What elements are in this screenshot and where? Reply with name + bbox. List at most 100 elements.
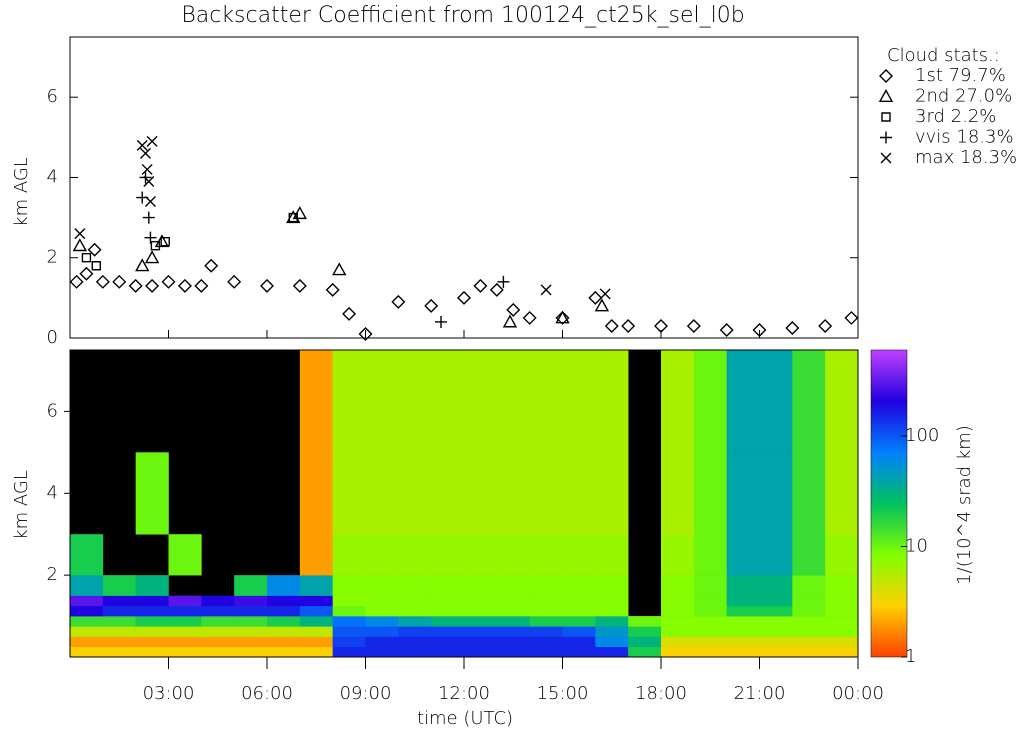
point [91,261,101,271]
heatmap-cell [168,636,202,648]
heatmap-cell [661,605,695,617]
point [599,288,611,300]
heatmap-cell [201,616,235,627]
heatmap-cell [332,350,366,453]
heatmap-cell [135,575,169,596]
heatmap-cell [431,350,465,453]
heatmap-cell [496,616,530,627]
heatmap-cell [726,452,760,535]
heatmap-cell [759,534,793,576]
heatmap-cell [201,636,235,648]
point [506,302,521,317]
heatmap-cell [661,575,695,596]
heatmap-cell [332,646,366,658]
heatmap-cell [562,616,596,627]
legend-label: 3rd 2.2% [915,106,996,127]
heatmap-cell [267,646,301,658]
heatmap-cell [299,646,333,658]
colorbar-tick-label: 10 [905,535,928,556]
heatmap-cell [398,595,432,607]
point [342,306,357,321]
heatmap-cell [562,646,596,658]
point [136,139,148,151]
point [588,290,603,305]
heatmap-cell [529,575,563,596]
heatmap-cell [529,595,563,607]
point [150,240,161,251]
point [621,318,636,333]
heatmap-cell [299,575,333,596]
heatmap-cell [332,616,366,627]
x-tick-label: 12:00 [438,683,490,704]
y-tick-label: 6 [47,400,58,421]
heatmap-cell [726,646,760,658]
heatmap-cell [299,595,333,607]
point [654,318,668,333]
heatmap-cell [102,595,136,607]
x-tick-label: 18:00 [635,683,687,704]
heatmap-cell [693,452,727,535]
x-tick-label: 06:00 [241,683,293,704]
heatmap-cell [693,636,727,648]
point [194,278,209,293]
heatmap-cell [135,626,169,637]
point [332,262,347,276]
point [292,278,307,293]
legend-marker [881,112,891,122]
colorbar-tick-label: 1 [905,646,916,667]
heatmap-cell [70,646,104,658]
heatmap-cell [299,350,333,453]
heatmap-cell [825,646,859,658]
heatmap-cell [595,575,629,596]
point [286,210,301,224]
heatmap-cell [628,636,662,648]
legend-label: max 18.3% [915,147,1017,168]
heatmap-cell [792,616,826,627]
heatmap-cell [299,636,333,648]
heatmap-cell [398,616,432,627]
heatmap-cell [661,534,695,576]
y-axis-label: km AGL [11,470,32,540]
heatmap-cell [234,595,268,607]
point [81,253,92,263]
heatmap-cell [726,350,760,453]
heatmap-cell [529,636,563,648]
heatmap-cell [496,534,530,576]
heatmap-cell [70,595,104,607]
heatmap-cell [726,605,760,617]
heatmap-cell [726,575,760,596]
point [719,322,734,337]
point [752,322,767,337]
heatmap-cell [168,626,202,637]
point [140,147,152,159]
heatmap-cell [595,626,629,637]
heatmap-cell [431,636,465,648]
heatmap-cell [398,534,432,576]
legend-marker [880,152,892,164]
y-axis-label: km AGL [11,157,32,227]
heatmap-cell [628,616,662,627]
y-tick-label: 6 [47,86,58,107]
point [489,282,504,297]
heatmap-cell [234,605,268,617]
legend-title: Cloud stats.: [887,45,1000,66]
heatmap-cell [496,626,530,637]
x-tick-label: 09:00 [340,683,392,704]
heatmap-cell [365,626,399,637]
heatmap-cell [365,616,399,627]
heatmap-cell [496,636,530,648]
heatmap-cell [70,616,104,627]
heatmap-cell [726,626,760,637]
heatmap-cell [201,646,235,658]
heatmap-cell [759,452,793,535]
heatmap-cell [135,636,169,648]
heatmap-cell [267,626,301,637]
point [87,242,102,257]
heatmap-cell [299,534,333,576]
legend-label: vvis 18.3% [915,127,1014,148]
heatmap-cell [431,605,465,617]
chart-title: Backscatter Coefficient from 100124_ct25… [181,3,744,28]
heatmap-cell [168,646,202,658]
heatmap-cell [595,452,629,535]
heatmap-cell [464,616,498,627]
